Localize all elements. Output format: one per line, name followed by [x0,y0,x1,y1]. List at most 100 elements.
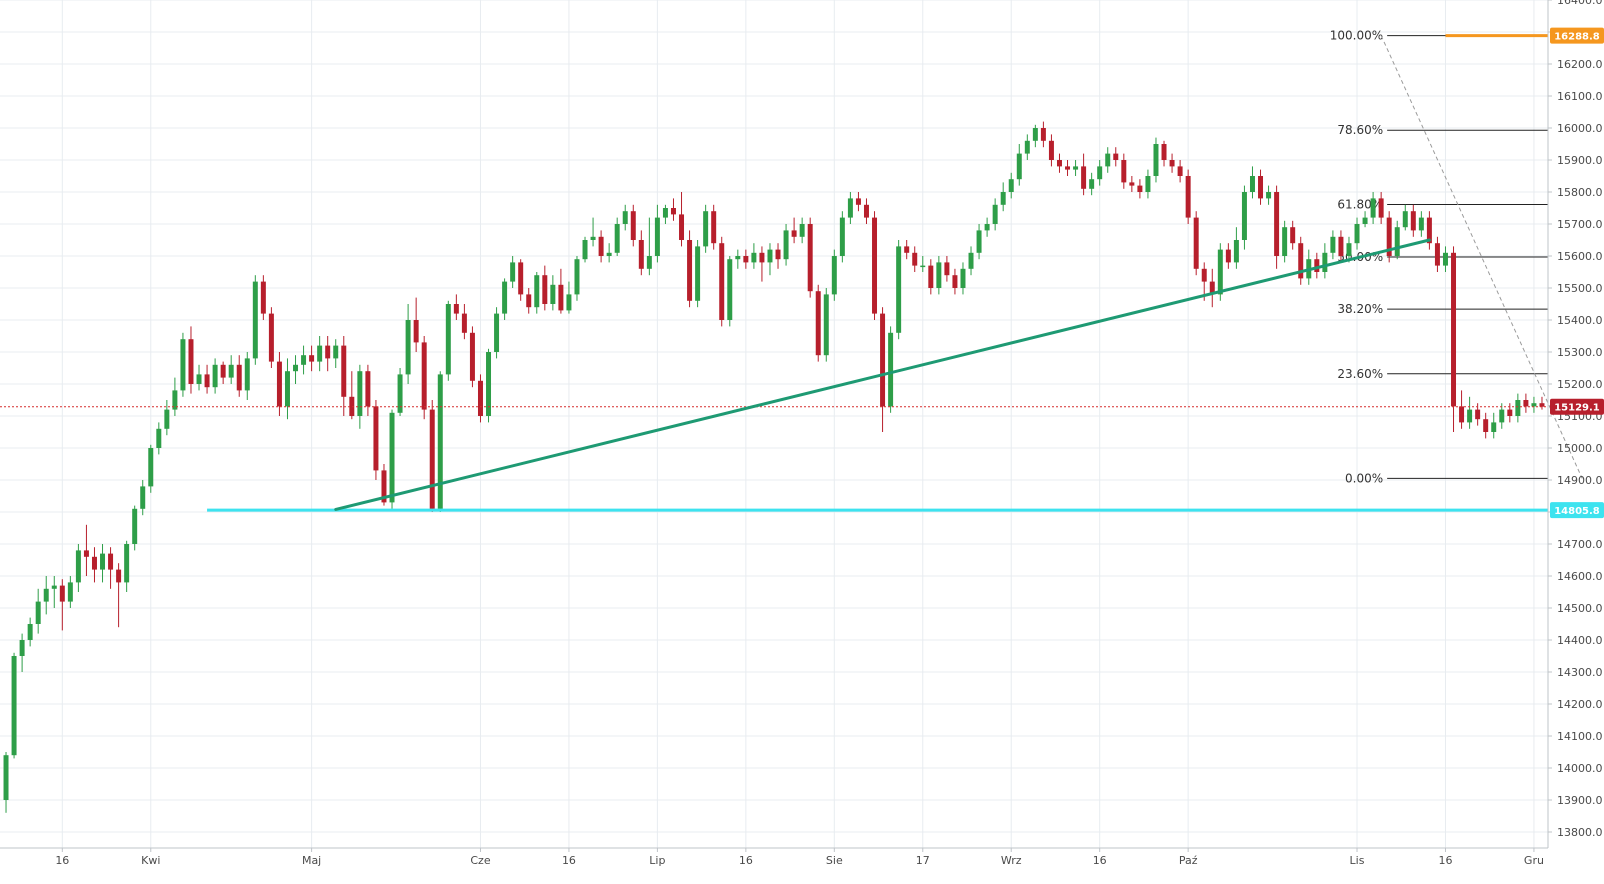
candle [1322,243,1328,279]
y-tick-label: 15700.0 [1557,218,1603,231]
candle-body [606,252,612,256]
candle-body [719,243,725,320]
x-tick-label: Kwi [141,854,160,867]
candle [518,259,524,301]
candle [1105,147,1111,173]
candle [148,444,154,493]
rising-trendline[interactable] [334,238,1431,511]
candle [984,217,990,237]
candle [1330,230,1336,260]
chart-drawings[interactable] [0,34,1583,512]
price-tag-box [1550,27,1604,44]
y-tick-label: 14600.0 [1557,570,1603,583]
price-tag-label: 14805.8 [1554,506,1600,517]
candle [799,217,805,244]
candle-body [164,409,170,429]
candle-body [815,291,821,356]
candle-body [1523,400,1529,407]
candle [550,275,556,311]
candle-body [1249,176,1255,192]
candle-body [1354,224,1360,244]
candle-body [1410,211,1416,231]
candle [309,345,315,372]
candle [3,752,9,813]
candle [1467,396,1473,429]
y-tick-label: 14500.0 [1557,602,1603,615]
candle-body [220,364,226,378]
candle-body [494,313,500,352]
fib-level-label: 23.60% [1337,367,1383,381]
time-axis[interactable]: 16KwiMajCze16Lip16Sie17Wrz16PaźLis16Gru1… [0,847,1604,867]
candle-body [108,553,114,570]
candle-body [1402,211,1408,228]
candle [1137,179,1143,199]
candle-body [1056,160,1062,167]
candle-body [148,448,154,487]
candle-body [83,550,89,557]
candle-body [646,256,652,269]
candle-body [799,224,805,237]
candle [783,224,789,266]
candle-body [1089,179,1095,189]
y-tick-label: 15200.0 [1557,378,1603,391]
candle [1370,192,1376,224]
candle [429,400,435,512]
candle [1032,124,1038,148]
candle-body [1434,243,1440,266]
y-tick-label: 15900.0 [1557,154,1603,167]
candle-body [703,211,709,247]
y-tick-label: 14400.0 [1557,634,1603,647]
price-tag-box [1550,398,1604,415]
candle [1459,390,1465,429]
candle [1024,134,1030,160]
candle-body [180,339,186,391]
candle-body [1113,153,1119,160]
candle [461,304,467,340]
candle [1410,204,1416,237]
candle-body [67,582,73,602]
candle [1354,217,1360,250]
candle [976,224,982,260]
candle-body [317,345,323,362]
candle-body [1467,409,1473,423]
candle-body [405,320,411,375]
candle-body [252,281,258,359]
candle-body [1081,166,1087,189]
candle [116,563,122,628]
candle [1016,144,1022,186]
candle-body [944,262,950,276]
candle [598,230,604,263]
candle [301,345,307,375]
candle [1402,204,1408,231]
candle-body [992,204,998,224]
candle [711,204,717,250]
candle-body [1185,176,1191,218]
candle [719,236,725,327]
price-tag: 16288.8 [1550,27,1604,44]
price-tag: 14805.8 [1550,502,1604,519]
candle [1523,393,1529,413]
candle [1338,230,1344,263]
candle-body [534,275,540,308]
x-tick-label: Lip [649,854,665,867]
candle [188,326,194,394]
candle [1274,185,1280,269]
candle-body [1266,192,1272,199]
x-tick-label: Lis [1350,854,1365,867]
candle [542,265,548,311]
price-axis[interactable]: 13800.0 13900.0 14000.0 14100.0 14200.0 14300… [1547,0,1604,848]
candle [19,633,25,672]
candle-body [1539,403,1545,407]
candle-body [1073,166,1079,170]
candle [1434,236,1440,272]
candle [502,278,508,320]
candle [260,275,266,320]
candle-body [1097,166,1103,180]
candle-body [1426,217,1432,244]
candle-body [1024,140,1030,154]
fib-level-label: 61.80% [1337,197,1383,211]
candle-body [582,240,588,260]
candle [1515,393,1521,423]
candle-body [1499,409,1505,423]
